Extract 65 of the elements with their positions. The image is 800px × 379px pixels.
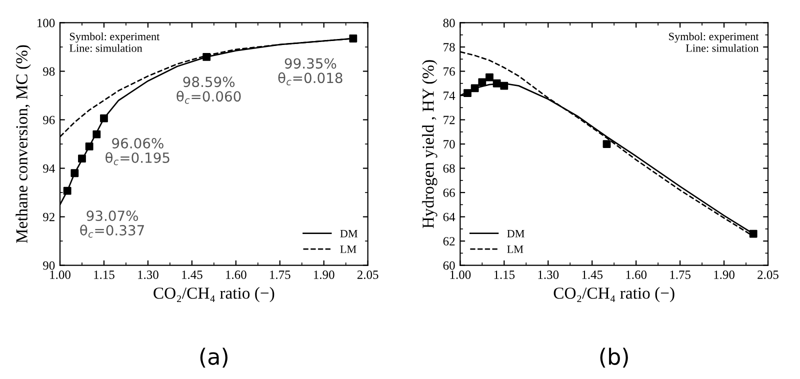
y-tick-label: 100: [37, 18, 55, 28]
x-tick-label: 1.75: [270, 270, 290, 280]
x-axis-title: CO₂/CH₄ ratio (−): [554, 287, 674, 302]
y-axis-title: Hydrogen yield , HY (%): [422, 60, 438, 228]
y-tick-label: 98: [43, 67, 55, 76]
x-tick-label: 1.60: [626, 270, 647, 280]
x-tick-label: 1.00: [450, 270, 471, 280]
y-tick-label: 68: [443, 164, 455, 173]
legend-label: DM: [340, 230, 358, 238]
y-tick-label: 64: [443, 212, 456, 222]
y-tick-label: 90: [43, 261, 55, 270]
point: [85, 142, 94, 150]
annotation: Symbol: experiment Line: simulation: [669, 32, 759, 52]
x-axis-title: CO₂/CH₄ ratio (−): [154, 287, 274, 302]
x-tick-label: 1.15: [494, 270, 515, 280]
y-tick-label: 78: [444, 43, 455, 52]
x-tick-label: 1.90: [314, 270, 334, 280]
point: [464, 89, 472, 98]
y-tick-label: 72: [444, 116, 455, 124]
legend-label: LM: [507, 246, 524, 253]
point: [470, 84, 479, 92]
x-tick-label: 1.45: [582, 270, 603, 280]
x-tick-label: 1.15: [94, 270, 114, 280]
point: [100, 114, 108, 122]
point: [486, 73, 494, 82]
annotation: Symbol: experiment Line: simulation: [70, 32, 160, 52]
point: [602, 140, 611, 148]
y-tick-label: 62: [443, 237, 455, 246]
point: [500, 82, 508, 90]
point: [478, 78, 486, 86]
x-tick-label: 2.05: [357, 270, 378, 280]
y-tick-label: 94: [43, 164, 55, 173]
annotation: 96.06% θ$_{c}$=0.195: [106, 138, 170, 166]
y-tick-label: 66: [443, 188, 455, 197]
y-tick-label: 74: [444, 92, 456, 100]
y-tick-label: 60: [443, 261, 455, 270]
x-tick-label: 1.30: [538, 270, 559, 280]
point: [202, 52, 211, 61]
annotation: 99.35% θ$_{c}$=0.018: [278, 58, 342, 86]
point: [70, 169, 79, 178]
y-tick-label: 70: [444, 140, 455, 148]
text: (b): [600, 348, 628, 368]
point: [63, 186, 72, 195]
legend-label: LM: [340, 246, 356, 253]
text: (a): [200, 348, 228, 368]
annotation: 98.59% θ$_{c}$=0.060: [176, 76, 241, 104]
x-tick-label: 1.30: [138, 270, 158, 280]
point: [749, 230, 758, 238]
x-tick-label: 1.60: [226, 270, 246, 280]
y-tick-label: 96: [43, 116, 55, 124]
y-tick-label: 80: [443, 18, 455, 28]
legend-label: DM: [507, 230, 524, 238]
x-tick-label: 1.00: [50, 270, 70, 280]
x-tick-label: 1.45: [182, 270, 202, 280]
y-axis-title: Methane conversion, MC (%): [16, 45, 31, 244]
annotation: 93.07% θ$_{c}$=0.337: [80, 210, 144, 238]
point: [349, 34, 358, 42]
y-tick-label: 76: [444, 67, 455, 76]
point: [92, 130, 101, 138]
x-tick-label: 1.75: [670, 270, 690, 280]
point: [492, 79, 501, 88]
y-tick-label: 92: [43, 212, 54, 222]
x-tick-label: 2.05: [758, 270, 778, 280]
x-tick-label: 1.90: [714, 270, 734, 280]
point: [78, 154, 86, 163]
